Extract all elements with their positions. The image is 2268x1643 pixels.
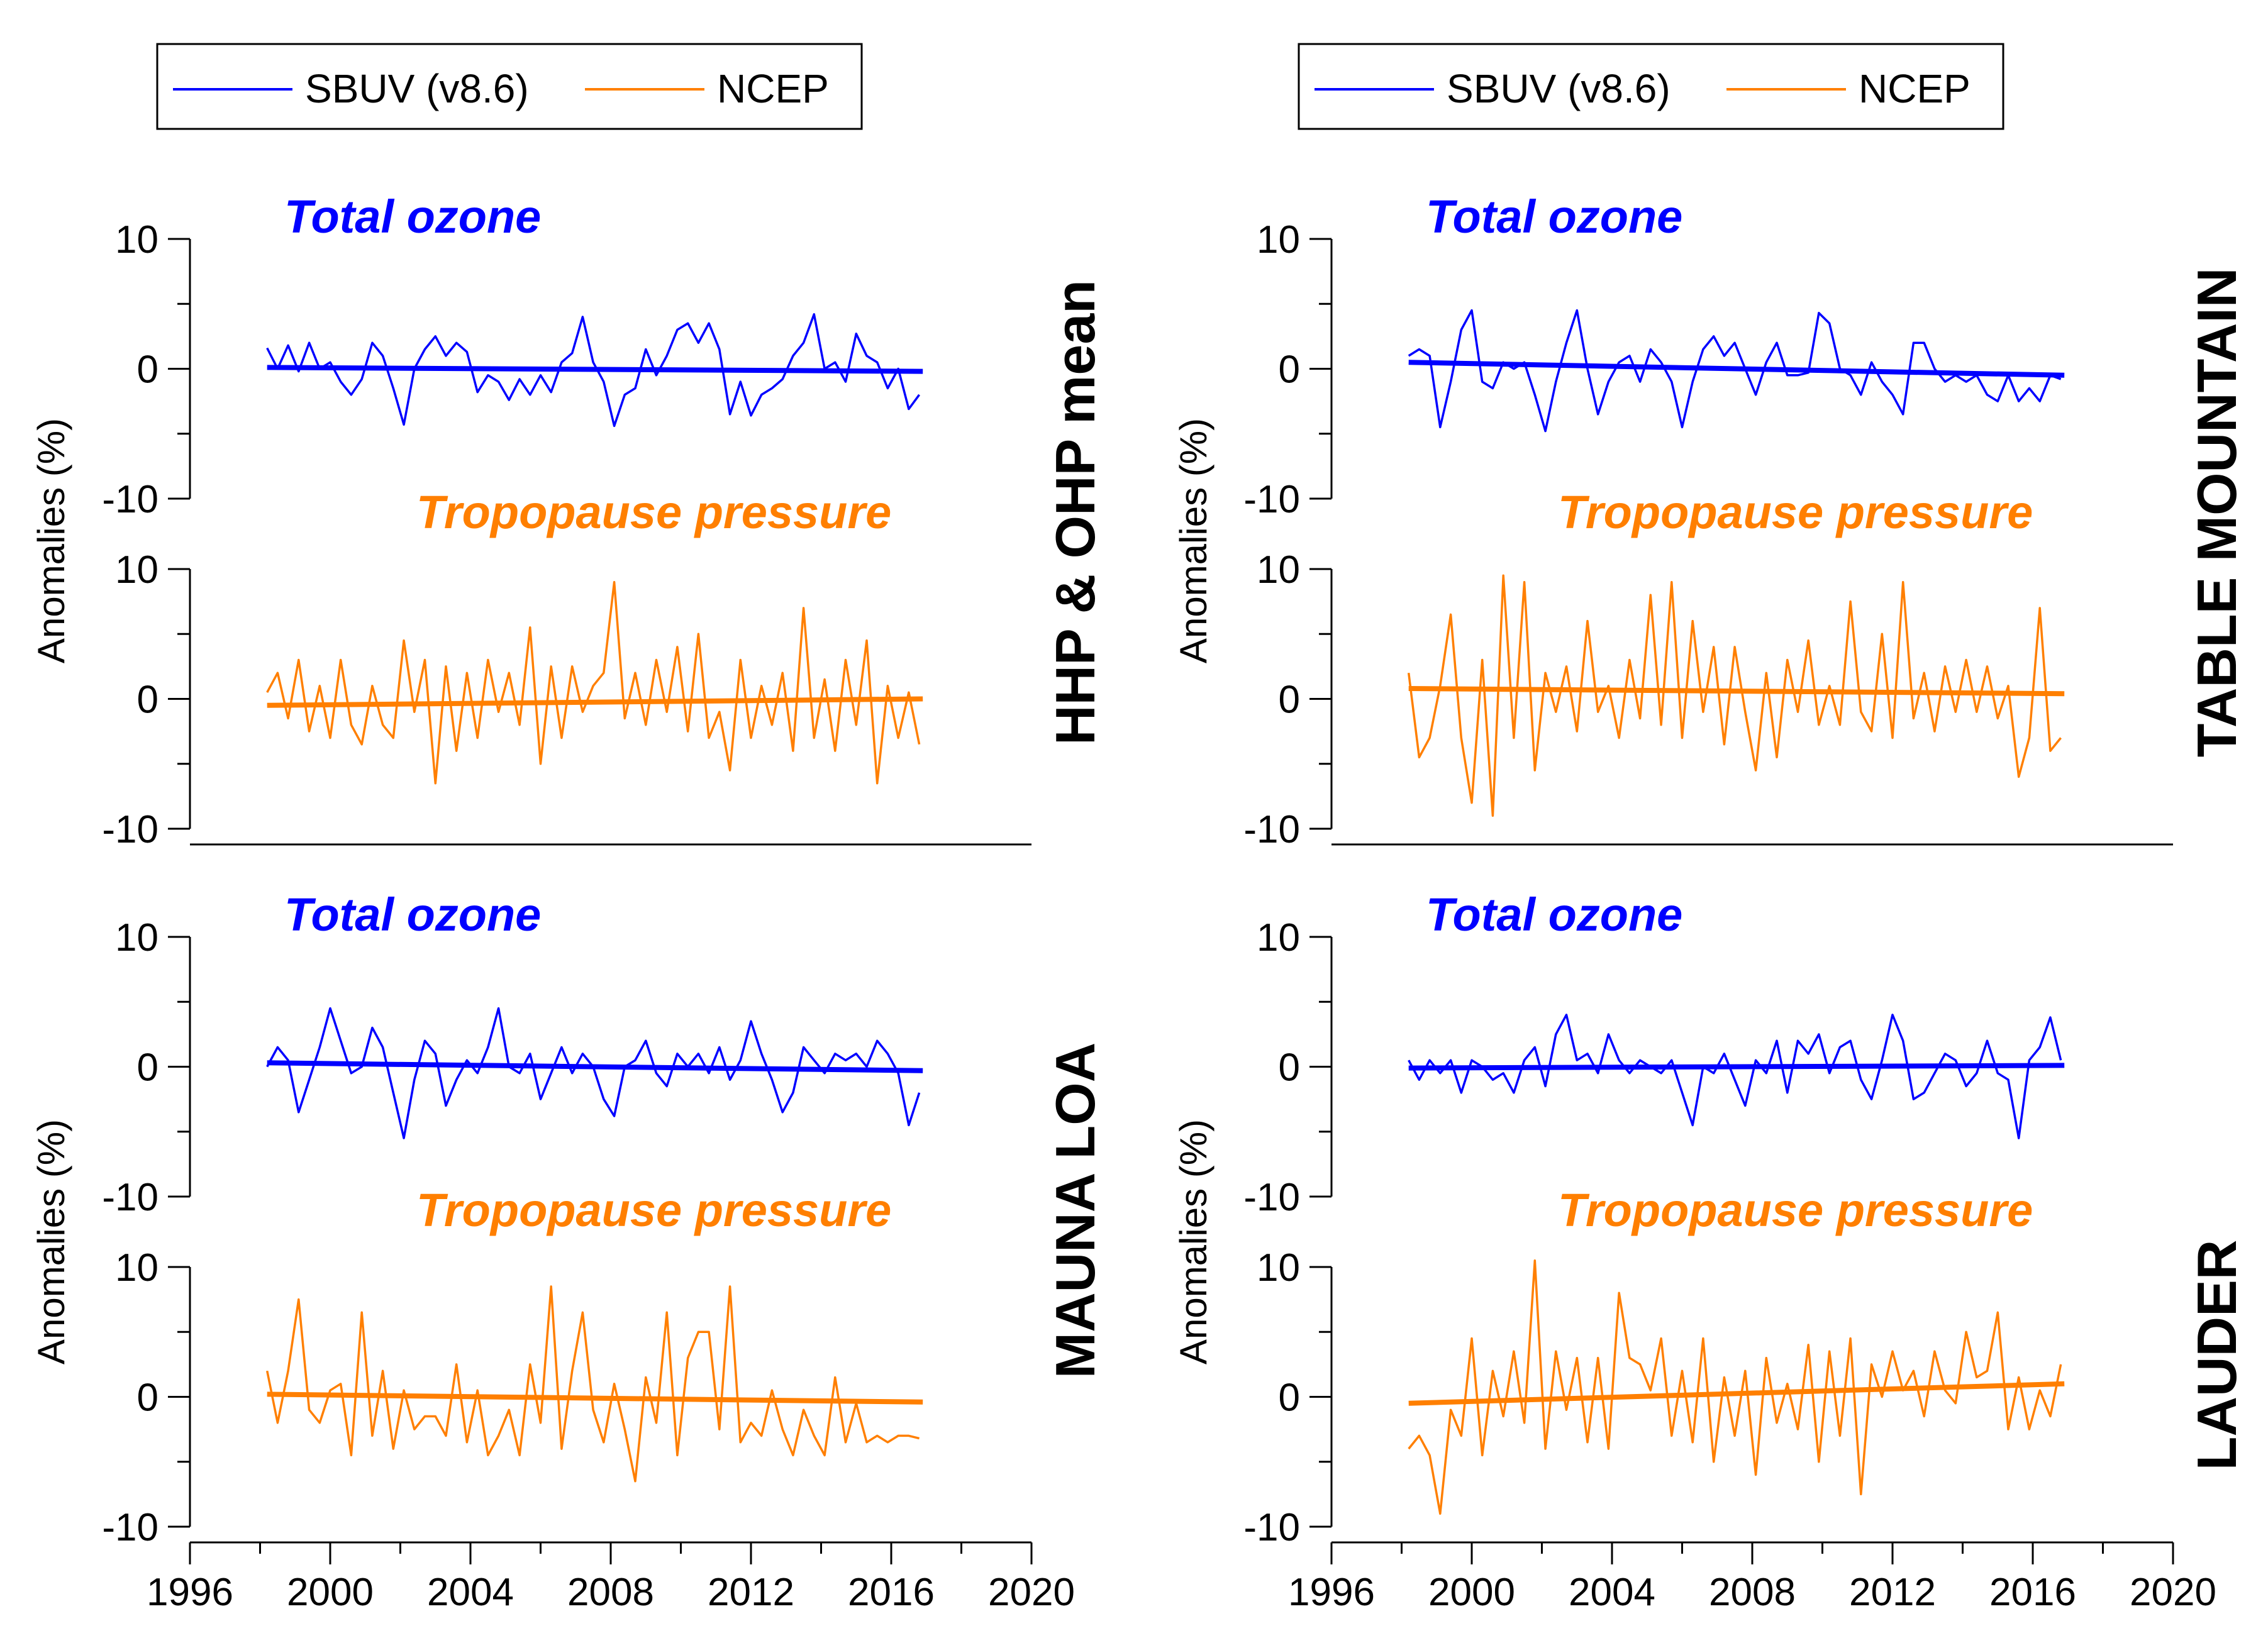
- site-label-lauder: LAUDER: [2186, 1240, 2248, 1471]
- y-tick-label: -10: [1243, 1176, 1300, 1219]
- panel-0: 10 0 -10 Total ozone: [102, 191, 923, 521]
- x-tick-label: 1996: [1288, 1571, 1375, 1614]
- x-tick-label: 2016: [1989, 1571, 2076, 1614]
- legend-sbuv-label: SBUV (v8.6): [1447, 66, 1670, 111]
- site-label-hhp-ohp: HHP & OHP mean: [1044, 280, 1106, 745]
- y-tick-label: 10: [115, 218, 158, 262]
- y-tick-label: -10: [1243, 1506, 1300, 1549]
- series-line: [1408, 1014, 2062, 1139]
- panel-7: 10 0 -10 Tropopause pressure 1996 2000 2004 200…: [1243, 1184, 2216, 1614]
- trend-line: [267, 1060, 923, 1073]
- legend-ncep-label: NCEP: [1859, 66, 1971, 111]
- site-label-table-mountain: TABLE MOUNTAIN: [2186, 268, 2248, 758]
- y-tick-label: 10: [115, 916, 158, 960]
- y-tick-label: 10: [115, 548, 158, 592]
- y-tick-label: 0: [137, 348, 158, 392]
- x-tick-label: 1996: [147, 1571, 233, 1614]
- x-tick-label: 2012: [708, 1571, 794, 1614]
- y-tick-label: 10: [1257, 548, 1300, 592]
- y-tick-label: 0: [1279, 348, 1300, 392]
- panel-4: 10 0 -10 Total ozone: [102, 888, 923, 1219]
- ylabel-left-top: Anomalies (%): [30, 418, 72, 663]
- panel-title: Total ozone: [1426, 888, 1682, 941]
- series-line: [266, 580, 921, 785]
- panel-title: Tropopause pressure: [416, 1184, 891, 1236]
- panel-title: Tropopause pressure: [1558, 486, 2033, 538]
- y-tick-label: 10: [1257, 218, 1300, 262]
- x-tick-label: 2012: [1849, 1571, 1936, 1614]
- panel-3: 10 0 -10 Tropopause pressure: [1243, 486, 2173, 851]
- trend-line: [1408, 686, 2065, 697]
- panel-title: Total ozone: [284, 191, 541, 243]
- legend-left: SBUV (v8.6) NCEP: [156, 43, 863, 130]
- trend-line: [1408, 1063, 2065, 1071]
- legend-right: SBUV (v8.6) NCEP: [1298, 43, 2004, 130]
- y-tick-label: 0: [137, 678, 158, 722]
- ylabel-right-top: Anomalies (%): [1172, 418, 1215, 663]
- x-tick-label: 2020: [988, 1571, 1075, 1614]
- series-line: [266, 313, 921, 428]
- series-line: [266, 1007, 921, 1139]
- ylabel-right-bottom: Anomalies (%): [1172, 1119, 1215, 1364]
- panel-title: Tropopause pressure: [1558, 1184, 2033, 1236]
- y-tick-label: -10: [102, 478, 158, 521]
- x-tick-label: 2000: [1428, 1571, 1515, 1614]
- panel-title: Total ozone: [1426, 191, 1682, 243]
- y-tick-label: 10: [1257, 916, 1300, 960]
- series-line: [1408, 1259, 2062, 1515]
- x-tick-label: 2004: [1569, 1571, 1655, 1614]
- trend-line: [267, 696, 923, 708]
- site-label-mauna-loa: MAUNA LOA: [1044, 1043, 1106, 1378]
- panel-title: Tropopause pressure: [416, 486, 891, 538]
- x-tick-label: 2016: [848, 1571, 935, 1614]
- x-tick-label: 2008: [567, 1571, 654, 1614]
- x-tick-label: 2004: [427, 1571, 514, 1614]
- x-tick-label: 2000: [287, 1571, 374, 1614]
- y-tick-label: -10: [102, 1176, 158, 1219]
- y-tick-label: 10: [115, 1246, 158, 1290]
- y-tick-label: 0: [137, 1046, 158, 1090]
- y-tick-label: -10: [102, 1506, 158, 1549]
- trend-line: [267, 1391, 923, 1405]
- trend-line: [1408, 1381, 2065, 1406]
- series-line: [1407, 574, 2062, 817]
- y-tick-label: -10: [1243, 808, 1300, 851]
- x-tick-label: 2020: [2130, 1571, 2216, 1614]
- panel-title: Total ozone: [284, 888, 541, 941]
- y-tick-label: 0: [1279, 678, 1300, 722]
- y-tick-label: 10: [1257, 1246, 1300, 1290]
- legend-sbuv-label: SBUV (v8.6): [305, 66, 529, 111]
- y-tick-label: -10: [1243, 478, 1300, 521]
- series-line: [265, 1285, 920, 1483]
- legend-ncep-label: NCEP: [717, 66, 829, 111]
- trend-line: [267, 365, 923, 374]
- y-tick-label: 0: [1279, 1376, 1300, 1420]
- panel-5: 10 0 -10 Tropopause pressure 1996 2000 2004 200…: [102, 1184, 1075, 1614]
- panel-1: 10 0 -10 Tropopause pressure: [102, 486, 1031, 851]
- panel-6: 10 0 -10 Total ozone: [1243, 888, 2065, 1219]
- y-tick-label: 0: [1279, 1046, 1300, 1090]
- trend-line: [1408, 360, 2065, 378]
- panel-2: 10 0 -10 Total ozone: [1243, 191, 2065, 521]
- ylabel-left-bottom: Anomalies (%): [30, 1119, 72, 1364]
- x-tick-label: 2008: [1709, 1571, 1796, 1614]
- y-tick-label: 0: [137, 1376, 158, 1420]
- y-tick-label: -10: [102, 808, 158, 851]
